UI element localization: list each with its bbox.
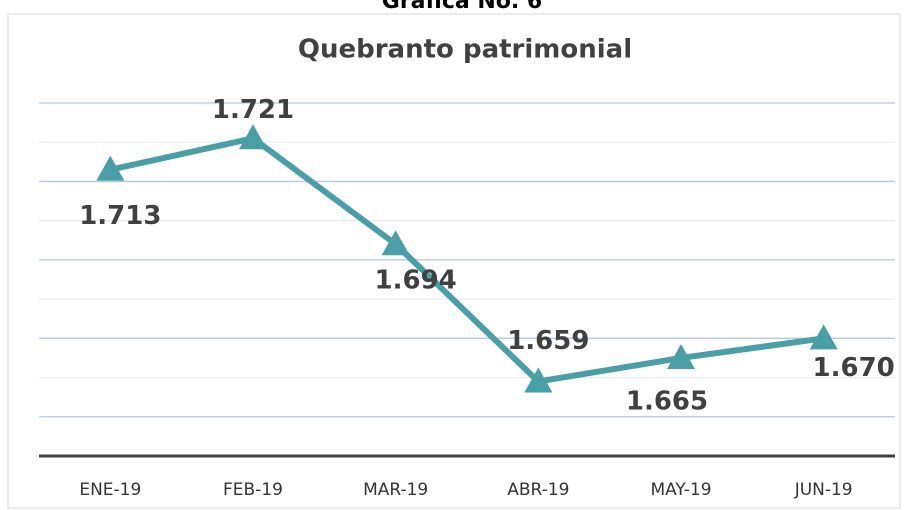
data-label: 1.721 (212, 95, 294, 125)
chart-title: Quebranto patrimonial (298, 35, 632, 65)
chart-heading: Gráfica No. 6 (382, 0, 542, 14)
x-tick-label: JUN-19 (794, 480, 853, 500)
x-tick-label: MAY-19 (650, 480, 711, 500)
marker (524, 367, 553, 393)
x-tick-label: ABR-19 (507, 480, 569, 500)
data-label: 1.670 (813, 353, 895, 383)
x-tick-label: FEB-19 (223, 480, 283, 500)
marker (809, 324, 838, 350)
marker (667, 343, 695, 369)
x-tick-label: MAR-19 (363, 480, 428, 500)
chart-frame (7, 13, 901, 509)
data-label: 1.713 (79, 201, 161, 231)
data-label: 1.665 (626, 386, 708, 416)
data-label: 1.659 (507, 326, 589, 356)
data-label: 1.694 (375, 266, 457, 296)
x-tick-label: ENE-19 (79, 480, 141, 500)
marker (381, 230, 410, 256)
line (109, 135, 825, 385)
marker (239, 124, 267, 150)
marker (96, 155, 125, 181)
